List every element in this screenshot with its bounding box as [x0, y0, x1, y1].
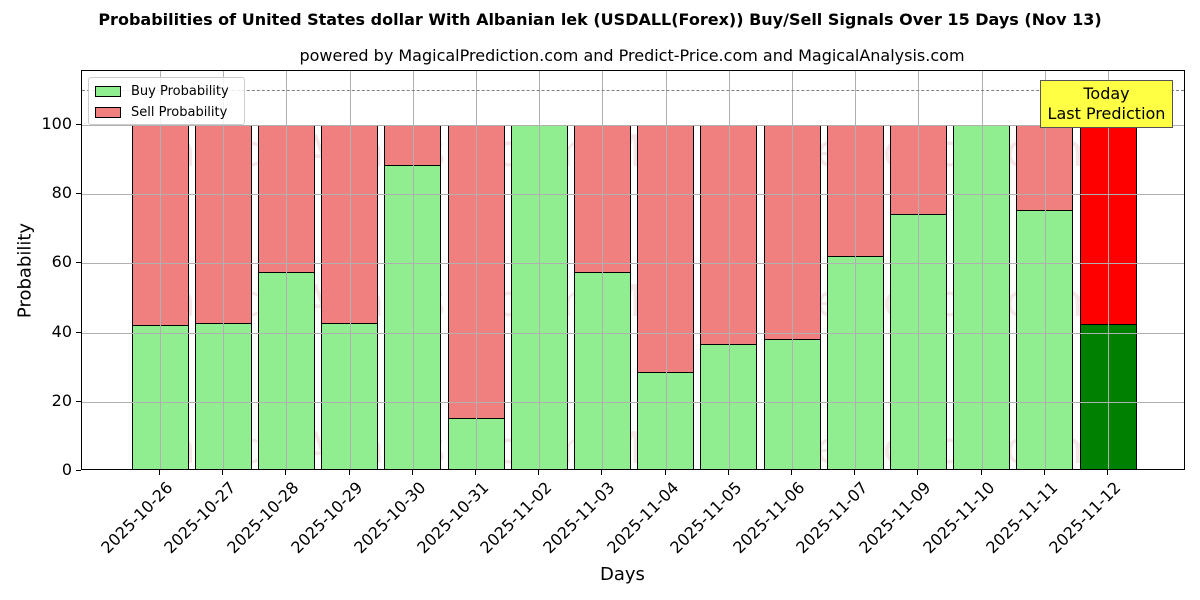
- legend-sell-label: Sell Probability: [131, 104, 228, 120]
- x-tick-mark: [222, 470, 224, 475]
- x-tick-mark: [159, 470, 160, 475]
- gridline-vertical: [728, 71, 730, 469]
- gridline-vertical: [286, 71, 288, 469]
- chart-subtitle: powered by MagicalPrediction.com and Pre…: [299, 46, 965, 65]
- buy-swatch: [95, 85, 121, 97]
- y-tick-label: 80: [51, 183, 72, 203]
- y-axis-label: Probability: [14, 222, 36, 319]
- x-tick-mark: [727, 470, 729, 475]
- x-tick-mark: [791, 470, 792, 475]
- chart-title: Probabilities of United States dollar Wi…: [98, 10, 1102, 29]
- plot-area: MagicalAnalysis.comMagicalPrediction.com…: [81, 70, 1185, 470]
- gridline-horizontal: [82, 125, 1184, 126]
- x-tick-mark: [664, 470, 666, 475]
- legend-buy-label: Buy Probability: [131, 83, 229, 99]
- y-tick-label: 60: [51, 252, 72, 272]
- gridline-vertical: [602, 71, 604, 469]
- x-tick-mark: [285, 470, 287, 475]
- y-tick-mark: [76, 262, 81, 264]
- x-tick-mark: [917, 470, 919, 475]
- y-tick-mark: [76, 400, 81, 402]
- y-tick-mark: [76, 124, 81, 125]
- x-tick-mark: [348, 470, 350, 475]
- gridline-vertical: [855, 71, 857, 469]
- x-tick-mark: [854, 470, 856, 475]
- gridline-vertical: [792, 71, 793, 469]
- y-tick-label: 20: [51, 390, 72, 410]
- x-tick-mark: [1043, 470, 1045, 475]
- gridline-horizontal: [82, 332, 1184, 334]
- gridline-vertical: [223, 71, 225, 469]
- legend-item-buy: Buy Probability: [95, 83, 229, 99]
- y-tick-mark: [76, 470, 81, 471]
- gridline-vertical: [349, 71, 351, 469]
- gridline-vertical: [918, 71, 920, 469]
- annotation-line-2: Last Prediction: [1047, 104, 1166, 123]
- gridline-vertical: [981, 71, 983, 469]
- y-tick-label: 0: [61, 460, 72, 479]
- gridline-vertical: [412, 71, 414, 469]
- gridline-vertical: [1108, 71, 1109, 469]
- x-tick-mark: [475, 470, 476, 475]
- legend: Buy Probability Sell Probability: [88, 77, 245, 125]
- y-tick-mark: [76, 193, 81, 195]
- annotation-line-1: Today: [1083, 84, 1130, 103]
- gridline-horizontal: [82, 194, 1184, 196]
- gridline-horizontal: [82, 263, 1184, 265]
- x-tick-mark: [601, 470, 603, 475]
- y-tick-label: 100: [41, 114, 72, 133]
- legend-item-sell: Sell Probability: [95, 104, 227, 120]
- y-tick-mark: [76, 331, 81, 333]
- gridline-vertical: [1044, 71, 1046, 469]
- x-tick-mark: [1107, 470, 1108, 475]
- gridline-horizontal: [82, 401, 1184, 403]
- x-axis-label: Days: [600, 564, 645, 585]
- x-tick-mark: [411, 470, 413, 475]
- reference-line: [82, 90, 1184, 92]
- x-tick-mark: [980, 470, 982, 475]
- gridline-vertical: [539, 71, 541, 469]
- today-annotation: Today Last Prediction: [1040, 80, 1173, 128]
- gridline-vertical: [665, 71, 667, 469]
- sell-swatch: [95, 106, 121, 118]
- x-tick-mark: [538, 470, 540, 475]
- gridline-vertical: [160, 71, 161, 469]
- gridline-vertical: [476, 71, 477, 469]
- y-tick-label: 40: [51, 321, 72, 341]
